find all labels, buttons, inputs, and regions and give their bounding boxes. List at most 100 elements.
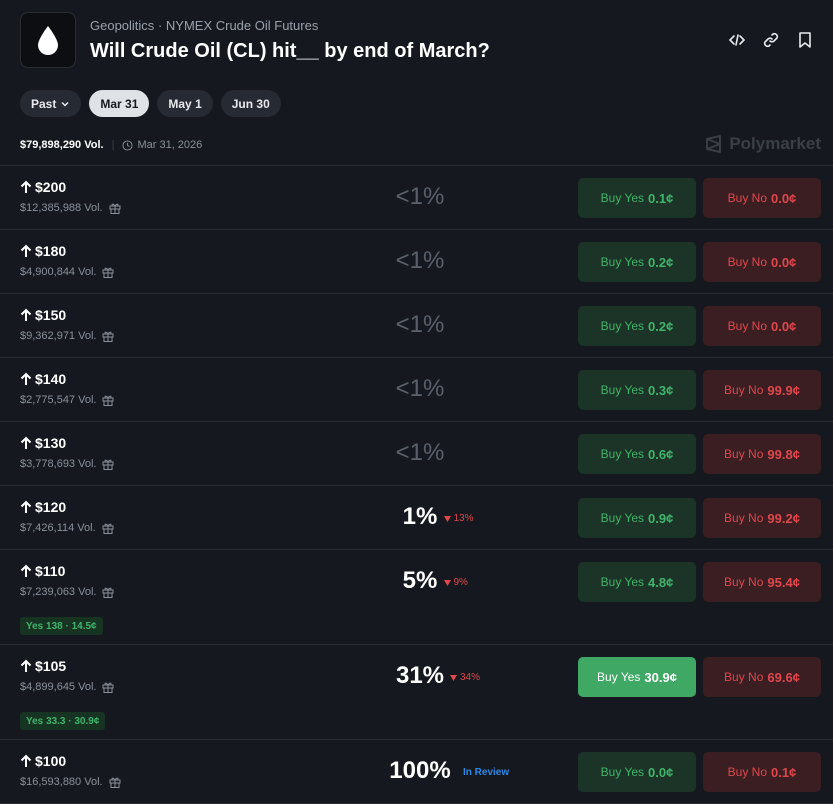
buy-yes-button[interactable]: Buy Yes 30.9¢	[578, 657, 696, 697]
buy-no-label: Buy No	[724, 447, 764, 461]
chance-change: 9%	[443, 577, 468, 588]
embed-button[interactable]	[727, 30, 747, 50]
down-triangle-icon-svg	[443, 515, 451, 522]
buy-yes-button[interactable]: Buy Yes 0.6¢	[578, 434, 696, 474]
market-row: $120 $7,426,114 Vol. 1% 13% Buy Yes 0.9¢ Buy N…	[0, 486, 833, 550]
up-arrow-icon	[20, 659, 32, 673]
subcategory[interactable]: NYMEX Crude Oil Futures	[165, 18, 319, 33]
market-volume: $16,593,880 Vol.	[20, 776, 121, 788]
buy-yes-label: Buy Yes	[600, 447, 645, 461]
up-arrow-icon-svg	[20, 180, 32, 193]
divider: |	[111, 139, 115, 151]
link-button[interactable]	[761, 30, 781, 50]
chance-change-text: 34%	[460, 672, 481, 683]
yes-price: 0.2¢	[648, 318, 674, 334]
oil-drop-icon	[38, 26, 58, 55]
chance: 1%	[402, 503, 438, 530]
market-label: $130	[20, 435, 66, 451]
no-price: 99.9¢	[767, 382, 800, 398]
market-volume-text: $7,426,114 Vol.	[20, 522, 96, 534]
chance: <1%	[395, 439, 445, 466]
market-volume-text: $16,593,880 Vol.	[20, 776, 103, 788]
buy-no-label: Buy No	[727, 319, 768, 333]
tab[interactable]: May 1	[157, 90, 213, 117]
down-triangle-icon	[450, 674, 457, 681]
gift-icon-svg	[102, 523, 114, 534]
market-row: $100 $16,593,880 Vol. 100% In Review Buy Yes…	[0, 740, 833, 804]
market-volume-text: $4,899,645 Vol.	[20, 681, 97, 693]
bookmark-button[interactable]	[795, 30, 815, 50]
market-label: $150	[20, 307, 66, 323]
buy-no-button[interactable]: Buy No 99.9¢	[703, 370, 821, 410]
yes-price: 0.6¢	[648, 446, 674, 462]
gift-icon-svg	[102, 267, 114, 278]
buy-yes-button[interactable]: Buy Yes 0.1¢	[578, 178, 696, 218]
gift-icon	[102, 586, 114, 598]
gift-icon	[102, 458, 114, 470]
market-label-text: $130	[35, 435, 67, 451]
gift-icon-svg	[109, 777, 121, 788]
position-badge[interactable]: Yes 138 · 14.5¢	[20, 617, 103, 635]
market-label-text: $150	[35, 307, 67, 323]
buy-no-button[interactable]: Buy No 0.0¢	[703, 242, 821, 282]
buy-no-label: Buy No	[727, 191, 768, 205]
market-label-text: $140	[35, 371, 67, 387]
market-label-text: $100	[35, 753, 67, 769]
buy-yes-label: Buy Yes	[597, 670, 641, 684]
market-volume: $2,775,547 Vol.	[20, 394, 114, 406]
yes-price: 0.9¢	[648, 510, 674, 526]
market-volume: $7,426,114 Vol.	[20, 522, 114, 534]
gift-icon	[109, 202, 121, 214]
market-volume-text: $12,385,988 Vol.	[20, 202, 103, 214]
buy-no-button[interactable]: Buy No 0.0¢	[703, 178, 821, 218]
gift-icon	[102, 522, 114, 534]
buy-yes-button[interactable]: Buy Yes 4.8¢	[578, 562, 696, 602]
up-arrow-icon-svg	[20, 659, 32, 672]
buy-yes-label: Buy Yes	[600, 383, 645, 397]
position-badge[interactable]: Yes 33.3 · 30.9¢	[20, 712, 106, 730]
gift-icon	[102, 681, 114, 693]
buy-no-button[interactable]: Buy No 0.1¢	[703, 752, 821, 792]
tab-label: Jun 30	[231, 96, 270, 111]
market-label: $105	[20, 658, 66, 674]
tab[interactable]: Past	[20, 90, 82, 117]
market-row: $180 $4,900,844 Vol. <1% Buy Yes 0.2¢ Buy No 0…	[0, 230, 833, 294]
yes-price: 30.9¢	[644, 669, 677, 685]
buy-no-button[interactable]: Buy No 99.2¢	[703, 498, 821, 538]
no-price: 99.2¢	[767, 510, 800, 526]
category[interactable]: Geopolitics	[90, 18, 155, 33]
market-volume-text: $3,778,693 Vol.	[20, 458, 97, 470]
buy-yes-button[interactable]: Buy Yes 0.9¢	[578, 498, 696, 538]
tab[interactable]: Jun 30	[220, 90, 281, 117]
tab-label: Mar 31	[100, 96, 139, 111]
chance: <1%	[395, 311, 445, 338]
buy-yes-button[interactable]: Buy Yes 0.2¢	[578, 242, 696, 282]
chance-change-text: 13%	[453, 513, 474, 524]
buy-no-button[interactable]: Buy No 0.0¢	[703, 306, 821, 346]
market-label-text: $180	[35, 243, 67, 259]
buy-no-button[interactable]: Buy No 69.6¢	[703, 657, 821, 697]
buy-yes-button[interactable]: Buy Yes 0.2¢	[578, 306, 696, 346]
market-volume: $9,362,971 Vol.	[20, 330, 114, 342]
gift-icon	[102, 330, 114, 342]
market-volume-text: $7,239,063 Vol.	[20, 586, 97, 598]
buy-yes-label: Buy Yes	[600, 511, 645, 525]
market-label-text: $120	[35, 499, 67, 515]
up-arrow-icon-svg	[20, 500, 32, 513]
market-volume: $4,899,645 Vol.	[20, 681, 114, 693]
tab-active[interactable]: Mar 31	[89, 90, 150, 117]
status-badge: In Review	[463, 767, 510, 778]
no-price: 0.1¢	[771, 764, 797, 780]
buy-no-label: Buy No	[724, 383, 764, 397]
buy-yes-button[interactable]: Buy Yes 0.3¢	[578, 370, 696, 410]
down-triangle-icon-svg	[443, 579, 451, 586]
up-arrow-icon	[20, 500, 32, 514]
market-label: $180	[20, 243, 66, 259]
up-arrow-icon	[20, 372, 32, 386]
buy-yes-button[interactable]: Buy Yes 0.0¢	[578, 752, 696, 792]
buy-no-button[interactable]: Buy No 95.4¢	[703, 562, 821, 602]
buy-yes-label: Buy Yes	[600, 575, 645, 589]
buy-no-button[interactable]: Buy No 99.8¢	[703, 434, 821, 474]
chance-change: 34%	[450, 672, 480, 683]
